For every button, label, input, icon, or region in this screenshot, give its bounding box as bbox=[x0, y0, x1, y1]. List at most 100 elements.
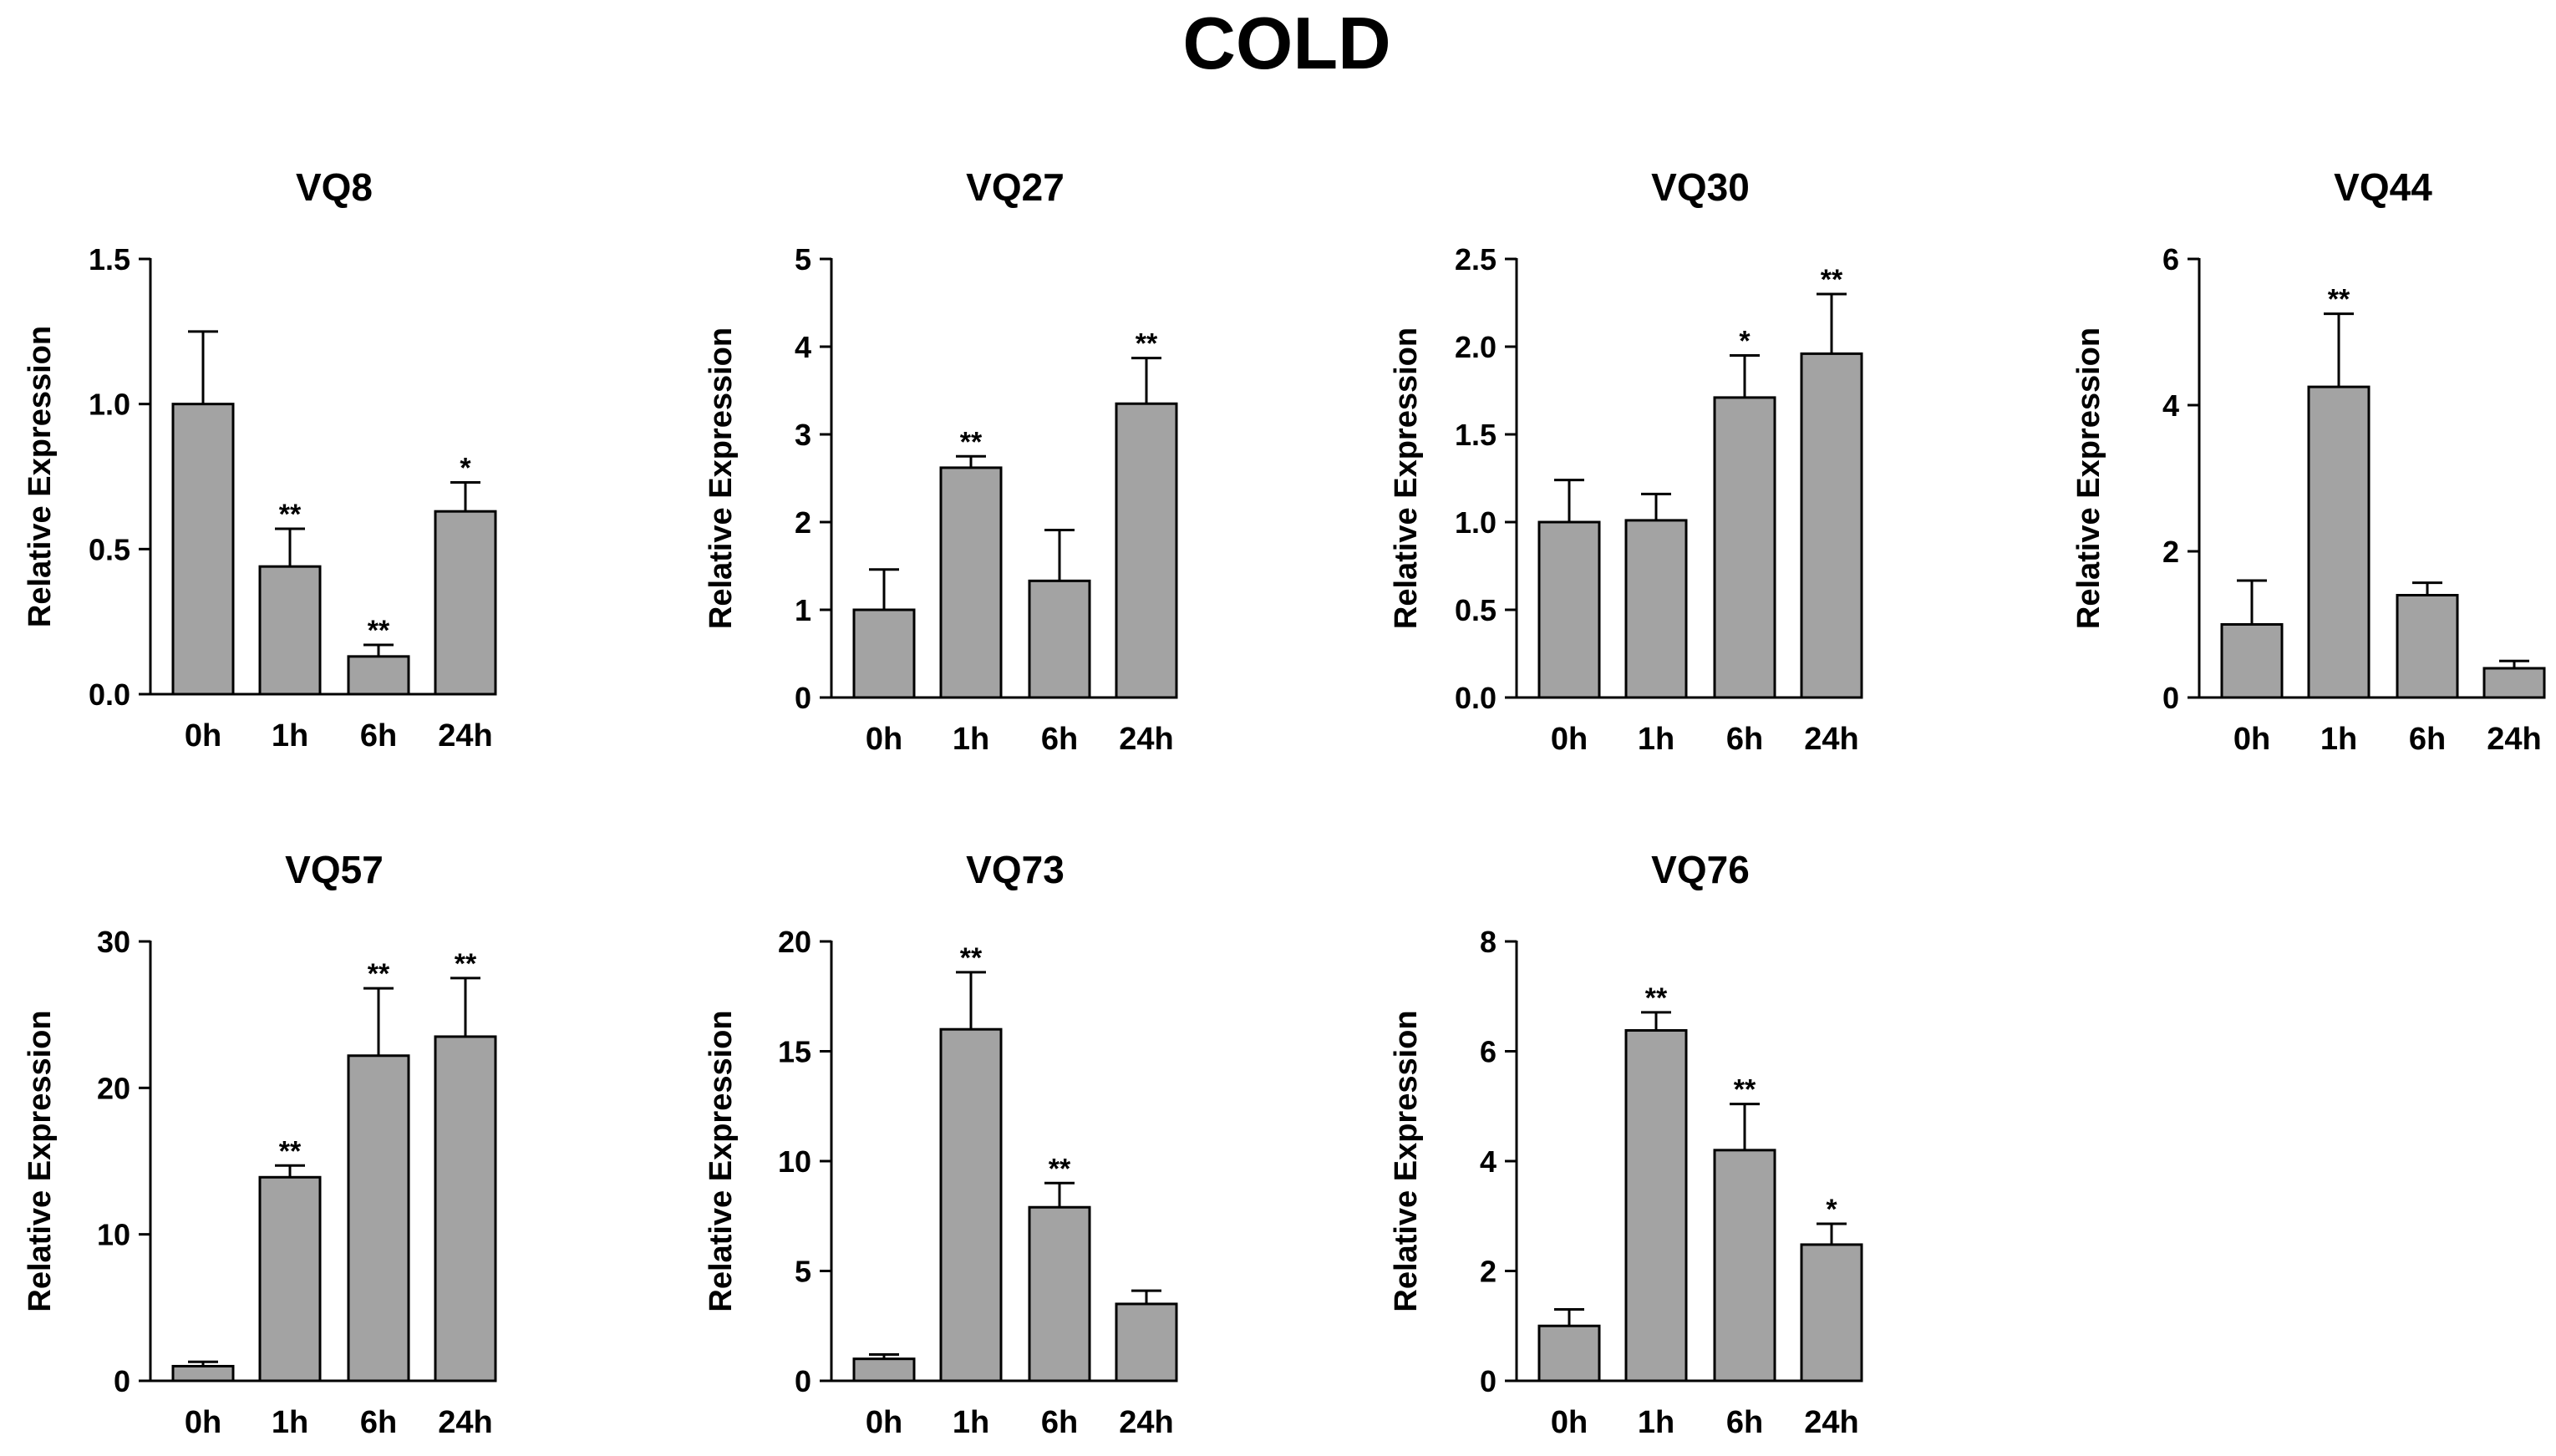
x-tick-label: 0h bbox=[2233, 722, 2270, 757]
bar bbox=[171, 1364, 235, 1382]
bar bbox=[434, 510, 497, 696]
chart-panel: VQ30 Relative Expression 0h 1h * 6h ** 24h 0.0 0.… bbox=[1389, 165, 1863, 757]
significance-marker: ** bbox=[368, 958, 390, 990]
chart-title: VQ44 bbox=[2334, 165, 2432, 209]
bar bbox=[2396, 594, 2459, 699]
y-tick-label: 2 bbox=[795, 505, 811, 540]
y-tick-label: 8 bbox=[1480, 925, 1497, 959]
bar bbox=[347, 1054, 410, 1382]
x-tick-label: 24h bbox=[1119, 722, 1173, 757]
bar bbox=[258, 565, 322, 696]
significance-marker: ** bbox=[2328, 284, 2350, 316]
significance-marker: ** bbox=[368, 615, 390, 647]
x-tick-label: 0h bbox=[866, 722, 902, 757]
x-tick-label: 6h bbox=[1041, 722, 1078, 757]
bar bbox=[1537, 520, 1601, 699]
y-tick-label: 3 bbox=[795, 418, 811, 452]
x-tick-label: 24h bbox=[1804, 722, 1858, 757]
bar bbox=[1028, 1205, 1091, 1382]
bar bbox=[1115, 402, 1178, 699]
significance-marker: ** bbox=[1645, 982, 1668, 1014]
significance-marker: ** bbox=[1821, 264, 1843, 296]
x-tick-label: 6h bbox=[1041, 1405, 1078, 1440]
y-axis-label: Relative Expression bbox=[1389, 1010, 1424, 1311]
y-tick-label: 0 bbox=[114, 1364, 130, 1398]
y-axis-label: Relative Expression bbox=[1389, 327, 1424, 629]
y-tick-label: 1 bbox=[795, 593, 811, 627]
bar bbox=[258, 1175, 322, 1382]
x-tick-label: 0h bbox=[1551, 1405, 1588, 1440]
x-tick-label: 0h bbox=[1551, 722, 1588, 757]
x-tick-label: 6h bbox=[1726, 722, 1763, 757]
y-tick-label: 1.0 bbox=[1455, 505, 1497, 540]
chart-title: VQ76 bbox=[1651, 848, 1750, 891]
x-tick-label: 1h bbox=[1638, 1405, 1674, 1440]
y-tick-label: 0.0 bbox=[89, 677, 130, 712]
bar bbox=[1713, 1149, 1776, 1382]
bar bbox=[1800, 1243, 1863, 1382]
y-tick-label: 15 bbox=[778, 1035, 811, 1069]
bar bbox=[1713, 396, 1776, 699]
x-tick-label: 1h bbox=[1638, 722, 1674, 757]
y-tick-label: 2.5 bbox=[1455, 242, 1497, 276]
y-tick-label: 5 bbox=[795, 242, 811, 276]
y-tick-label: 4 bbox=[795, 330, 811, 364]
bar bbox=[434, 1035, 497, 1382]
y-tick-label: 4 bbox=[1480, 1144, 1497, 1179]
bar bbox=[1028, 579, 1091, 699]
chart-title: VQ8 bbox=[296, 165, 373, 209]
y-tick-label: 20 bbox=[778, 925, 811, 959]
y-axis-label: Relative Expression bbox=[23, 326, 58, 627]
bar bbox=[171, 403, 235, 696]
y-tick-label: 0.5 bbox=[1455, 593, 1497, 627]
bar bbox=[1624, 1029, 1688, 1382]
y-tick-label: 0 bbox=[1480, 1364, 1497, 1398]
significance-marker: ** bbox=[960, 942, 983, 974]
y-tick-label: 0.5 bbox=[89, 532, 130, 566]
chart-panel: VQ27 Relative Expression 0h ** 1h 6h ** 24h 0 1 2 3… bbox=[704, 165, 1178, 757]
bar bbox=[852, 608, 916, 699]
y-tick-label: 0 bbox=[2162, 681, 2179, 715]
bar bbox=[939, 466, 1003, 699]
y-tick-label: 1.5 bbox=[1455, 418, 1497, 452]
x-tick-label: 6h bbox=[360, 718, 397, 753]
y-tick-label: 10 bbox=[778, 1144, 811, 1179]
significance-marker: * bbox=[460, 452, 471, 484]
y-tick-label: 20 bbox=[97, 1071, 130, 1105]
chart-panel: VQ73 Relative Expression 0h ** 1h ** 6h 24h 0 5 10… bbox=[704, 848, 1178, 1440]
bar bbox=[852, 1357, 916, 1382]
x-tick-label: 0h bbox=[185, 718, 221, 753]
x-tick-label: 0h bbox=[185, 1405, 221, 1440]
bar bbox=[1115, 1302, 1178, 1382]
significance-marker: ** bbox=[279, 499, 302, 530]
y-tick-label: 6 bbox=[2162, 242, 2179, 276]
x-tick-label: 24h bbox=[2487, 722, 2541, 757]
chart-panel: VQ8 Relative Expression 0h ** 1h ** 6h * 24h 0.0 0… bbox=[23, 165, 497, 753]
bar bbox=[939, 1027, 1003, 1382]
bar bbox=[347, 655, 410, 696]
figure-title: COLD bbox=[1182, 2, 1390, 84]
significance-marker: ** bbox=[1136, 328, 1158, 360]
y-axis-label: Relative Expression bbox=[2071, 327, 2106, 629]
bar bbox=[1624, 519, 1688, 699]
x-tick-label: 1h bbox=[2320, 722, 2357, 757]
significance-marker: ** bbox=[960, 426, 983, 458]
significance-marker: ** bbox=[1734, 1074, 1756, 1106]
y-axis-label: Relative Expression bbox=[704, 1010, 739, 1311]
x-tick-label: 1h bbox=[953, 1405, 989, 1440]
x-tick-label: 24h bbox=[438, 718, 492, 753]
bar bbox=[2482, 667, 2546, 699]
y-tick-label: 2.0 bbox=[1455, 330, 1497, 364]
y-tick-label: 0 bbox=[795, 1364, 811, 1398]
bar bbox=[2307, 385, 2371, 699]
chart-panel: VQ44 Relative Expression 0h ** 1h 6h 24h 0 2 4 6 bbox=[2071, 165, 2546, 757]
bar bbox=[1800, 352, 1863, 699]
x-tick-label: 6h bbox=[1726, 1405, 1763, 1440]
y-tick-label: 10 bbox=[97, 1218, 130, 1252]
chart-panel: VQ76 Relative Expression 0h ** 1h ** 6h * 24h 0 2 4… bbox=[1389, 848, 1863, 1440]
x-tick-label: 6h bbox=[2409, 722, 2446, 757]
y-tick-label: 0.0 bbox=[1455, 681, 1497, 715]
x-tick-label: 1h bbox=[953, 722, 989, 757]
y-tick-label: 1.5 bbox=[89, 242, 130, 276]
